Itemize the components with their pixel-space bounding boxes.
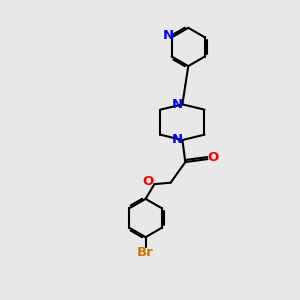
Text: N: N [172, 134, 183, 146]
Text: N: N [172, 98, 183, 111]
Text: O: O [142, 175, 154, 188]
Text: Br: Br [137, 246, 154, 259]
Text: N: N [163, 29, 174, 42]
Text: O: O [208, 151, 219, 164]
